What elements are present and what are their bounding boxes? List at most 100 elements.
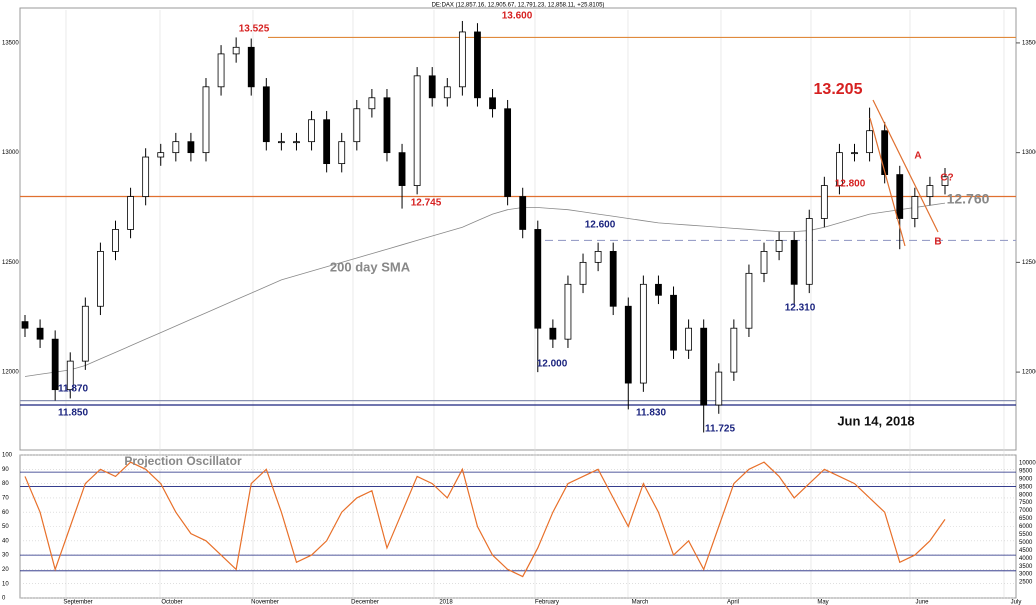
candle-body — [564, 283, 572, 340]
y-tick-label: 50 — [2, 524, 9, 530]
x-tick-label: April — [727, 600, 739, 605]
y2-tick-label: 8000 — [1019, 492, 1033, 498]
candle-body — [655, 283, 662, 296]
candle-body — [398, 152, 406, 186]
y-tick-label: 12000 — [2, 370, 19, 376]
candle-body — [21, 321, 29, 329]
subtitle: DE:DAX (12,857.16, 12,905.67, 12,791.23,… — [432, 3, 605, 9]
candle-body — [293, 141, 300, 144]
x-tick-label: 2018 — [439, 600, 453, 605]
annotation: 13.525 — [239, 24, 270, 35]
y-tick-label: 12500 — [2, 260, 19, 266]
y2-tick-label: 7500 — [1019, 500, 1033, 506]
candle-body — [262, 86, 270, 143]
annotation: 11.870 — [58, 384, 88, 395]
candle-body — [639, 283, 647, 384]
y2-tick-label: 6000 — [1019, 524, 1033, 530]
candle-body — [790, 240, 798, 285]
candle-body — [474, 31, 481, 99]
x-tick-label: February — [535, 600, 559, 605]
candle-body — [66, 360, 74, 391]
y-tick-label: 13500 — [2, 40, 19, 46]
candle-body — [624, 305, 632, 384]
x-tick-label: September — [63, 600, 92, 605]
y2-tick-label: 7000 — [1019, 508, 1033, 514]
annotation: 11.725 — [705, 424, 735, 435]
date-label: Jun 14, 2018 — [837, 413, 914, 428]
candle-body — [519, 196, 527, 230]
y-tick-label: 100 — [2, 453, 13, 459]
annotation: 11.830 — [636, 408, 666, 419]
candle-body — [579, 261, 587, 285]
y2-tick-label: 3000 — [1019, 572, 1033, 578]
x-tick-label: December — [351, 600, 379, 605]
candle-body — [594, 250, 602, 263]
annotation: 12.800 — [835, 179, 866, 190]
candle-body — [187, 141, 195, 154]
trend-line — [872, 99, 939, 233]
candle-body — [353, 108, 361, 143]
y-tick-label: 12000 — [1022, 370, 1036, 376]
y2-tick-label: 5000 — [1019, 540, 1033, 546]
candle-body — [685, 327, 693, 351]
y-tick-label: 80 — [2, 481, 9, 487]
y-tick-label: 20 — [2, 567, 9, 573]
x-tick-label: July — [1011, 600, 1022, 605]
x-tick-label: November — [251, 600, 279, 605]
y-tick-label: 13000 — [1022, 150, 1036, 156]
y-tick-label: 90 — [2, 467, 9, 473]
candle-body — [443, 86, 451, 99]
y2-tick-label: 4500 — [1019, 548, 1033, 554]
annotation: 12.310 — [785, 303, 816, 314]
oscillator-line — [24, 461, 946, 578]
candle-body — [277, 141, 285, 144]
candle-body — [866, 130, 873, 154]
y2-tick-label: 6500 — [1019, 516, 1033, 522]
oscillator-title: Projection Oscillator — [124, 454, 242, 468]
candle-body — [670, 294, 677, 351]
candle-body — [338, 141, 346, 165]
candle-body — [820, 185, 828, 219]
price-panel — [19, 7, 1017, 451]
candle-body — [911, 196, 919, 219]
candle-body — [202, 86, 210, 154]
candle-body — [730, 327, 738, 373]
candle-body — [715, 371, 723, 406]
annotation: C? — [940, 173, 953, 184]
annotation: 13.205 — [814, 81, 863, 98]
candle-body — [232, 46, 240, 55]
y-tick-label: 13500 — [1022, 40, 1036, 46]
candle-body — [805, 218, 813, 285]
candle-body — [609, 250, 617, 307]
y2-tick-label: 9000 — [1019, 476, 1033, 482]
y-tick-label: 10 — [2, 581, 9, 587]
candle-body — [941, 176, 949, 186]
annotation: 12.000 — [537, 359, 568, 370]
candle-body — [896, 174, 904, 219]
x-tick-label: June — [915, 600, 929, 605]
y-tick-label: 12500 — [1022, 260, 1036, 266]
candle-body — [745, 272, 753, 329]
y2-tick-label: 9500 — [1019, 468, 1033, 474]
annotation: 13.600 — [502, 11, 533, 22]
y-tick-label: 40 — [2, 538, 9, 544]
x-tick-label: May — [817, 600, 828, 605]
candle-body — [775, 240, 783, 252]
candle-body — [836, 152, 843, 186]
y-tick-label: 30 — [2, 553, 9, 559]
annotation: 11.850 — [58, 408, 88, 419]
candle-body — [112, 229, 119, 252]
candle-body — [217, 53, 225, 88]
candle-body — [172, 141, 180, 154]
candle-body — [428, 75, 436, 99]
candle-body — [700, 327, 708, 406]
annotation: A — [914, 151, 921, 162]
y2-tick-label: 8500 — [1019, 484, 1033, 490]
trend-line — [869, 117, 906, 247]
candle-body — [142, 156, 150, 197]
candle-body — [760, 250, 768, 274]
sma-line — [24, 202, 946, 377]
annotation: 12.760 — [947, 191, 990, 207]
